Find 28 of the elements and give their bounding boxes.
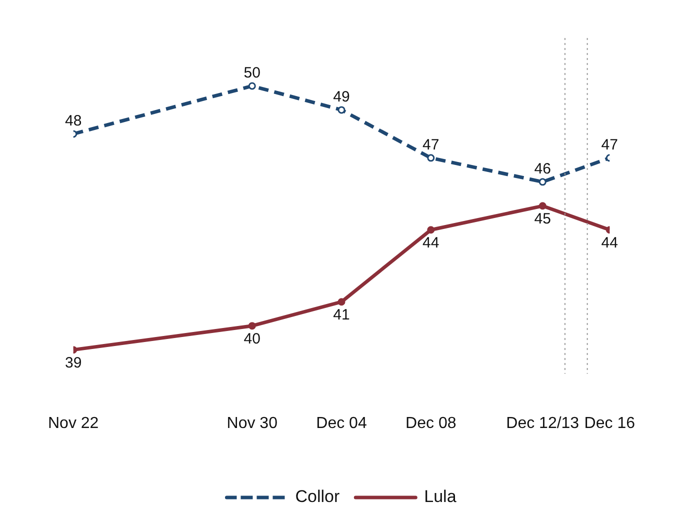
data-label: 41 (333, 306, 350, 324)
data-label: 44 (422, 234, 440, 252)
data-label: 50 (244, 64, 260, 82)
point (248, 82, 256, 90)
data-label: 48 (65, 112, 82, 130)
x-tick-label: Nov 22 (48, 414, 99, 432)
data-label: 44 (601, 234, 618, 252)
point (248, 322, 256, 330)
x-tick-label: Dec 12/13 (506, 414, 580, 432)
data-label: 47 (422, 136, 440, 154)
data-label: 49 (333, 88, 350, 106)
data-label: 45 (534, 210, 551, 228)
data-label: 39 (65, 354, 82, 372)
point (338, 298, 346, 306)
x-tick-label: Dec 08 (406, 414, 456, 432)
legend-label: Collor (295, 487, 340, 506)
data-label: 47 (601, 136, 618, 154)
data-label: 40 (244, 330, 260, 348)
legend-label: Lula (424, 487, 457, 506)
point (338, 106, 346, 114)
point (538, 202, 546, 210)
point (538, 178, 546, 186)
x-tick-label: Dec 04 (316, 414, 367, 432)
data-label: 46 (534, 160, 551, 178)
x-tick-label: Dec 16 (584, 414, 636, 432)
point (427, 226, 435, 234)
point (427, 154, 435, 162)
x-tick-label: Nov 30 (226, 414, 278, 432)
